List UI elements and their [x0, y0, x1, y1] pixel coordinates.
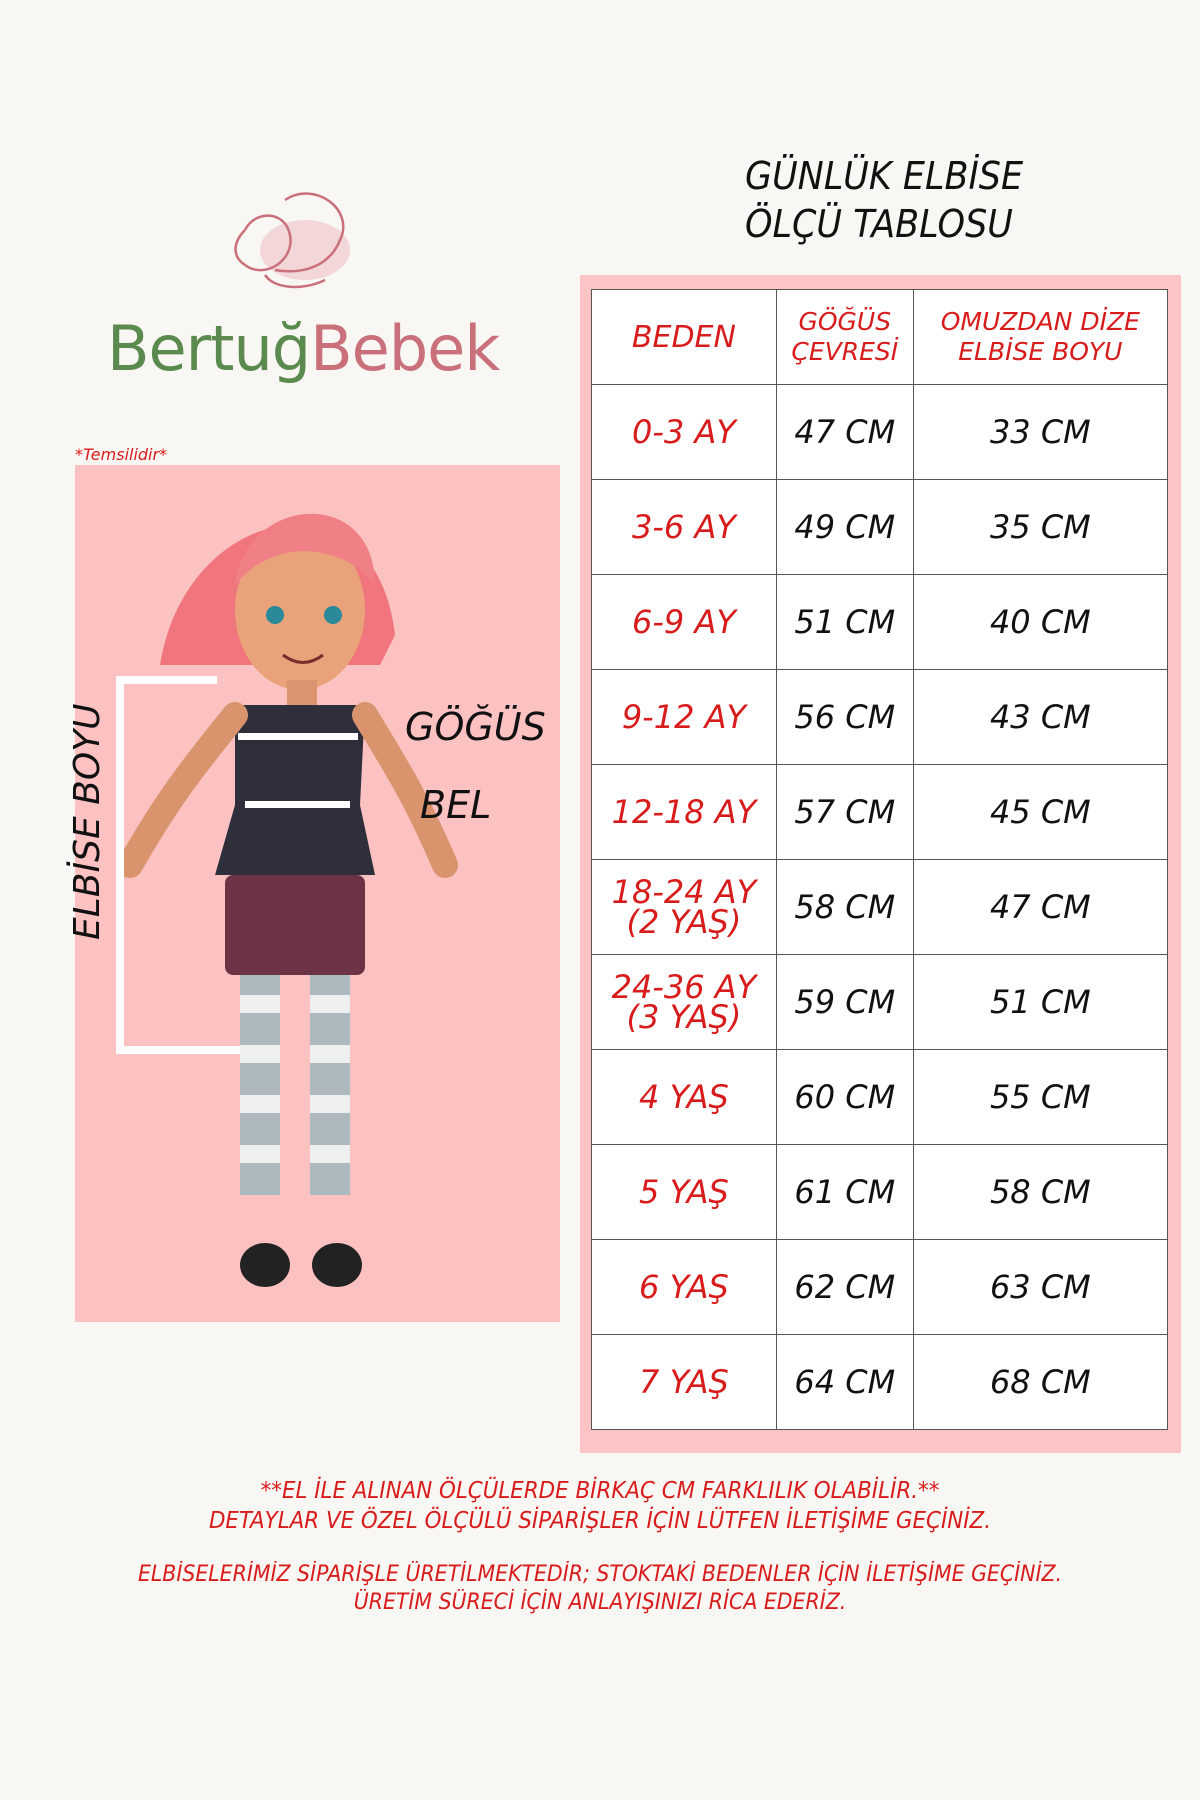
page-title: GÜNLÜK ELBİSE ÖLÇÜ TABLOSU [745, 152, 1023, 248]
chest-cell: 47 CM [775, 384, 914, 480]
brand-name-part2: Bebek [310, 312, 500, 385]
title-line1: GÜNLÜK ELBİSE [745, 154, 1024, 198]
size-age-text: (2 YAŞ) [626, 903, 742, 941]
table-row: 6-9 AY 51 CM 40 CM [591, 574, 1169, 670]
size-cell: 3-6 AY [591, 479, 777, 575]
size-text: 3-6 AY [632, 508, 736, 546]
table-row: 12-18 AY 57 CM 45 CM [591, 764, 1169, 860]
size-text: 18-24 AY [611, 873, 757, 911]
table-row: 4 YAŞ 60 CM 55 CM [591, 1049, 1169, 1145]
table-row: 18-24 AY (2 YAŞ) 58 CM 47 CM [591, 859, 1169, 955]
size-cell: 12-18 AY [591, 764, 777, 860]
chest-cell: 57 CM [775, 764, 914, 860]
girl-illustration [116, 513, 458, 1287]
illustration-caption: *Temsilidir* [75, 445, 168, 464]
waist-line [245, 801, 350, 808]
header-length-line2: ELBİSE BOYU [958, 337, 1123, 366]
length-cell: 68 CM [912, 1334, 1169, 1430]
length-cell: 51 CM [912, 954, 1169, 1050]
length-cell: 55 CM [912, 1049, 1169, 1145]
header-size: BEDEN [591, 289, 777, 385]
table-row: 6 YAŞ 62 CM 63 CM [591, 1239, 1169, 1335]
size-text: 6 YAŞ [639, 1268, 729, 1306]
table-row: 7 YAŞ 64 CM 68 CM [591, 1334, 1169, 1430]
header-chest-line2: ÇEVRESİ [791, 337, 899, 366]
size-text: 0-3 AY [632, 413, 736, 451]
header-chest: GÖĞÜS ÇEVRESİ [775, 289, 914, 385]
chest-cell: 60 CM [775, 1049, 914, 1145]
size-table: BEDEN GÖĞÜS ÇEVRESİ OMUZDAN DİZE ELBİSE BO… [591, 289, 1169, 1430]
header-chest-line1: GÖĞÜS [798, 307, 892, 336]
length-cell: 35 CM [912, 479, 1169, 575]
brand-name-part1: Bertuğ [107, 312, 311, 385]
note-4: ÜRETİM SÜRECİ İÇİN ANLAYIŞINIZI RİCA EDE… [353, 1590, 847, 1615]
note-2: DETAYLAR VE ÖZEL ÖLÇÜLÜ SİPARİŞLER İÇİN … [208, 1508, 992, 1534]
chest-cell: 61 CM [775, 1144, 914, 1240]
chest-cell: 62 CM [775, 1239, 914, 1335]
header-length: OMUZDAN DİZE ELBİSE BOYU [912, 289, 1169, 385]
header-length-line1: OMUZDAN DİZE [940, 307, 1140, 336]
chest-cell: 59 CM [775, 954, 914, 1050]
dress-length-label: ELBİSE BOYU [67, 703, 108, 940]
length-cell: 58 CM [912, 1144, 1169, 1240]
size-text: 5 YAŞ [639, 1173, 729, 1211]
size-age-text: (3 YAŞ) [626, 998, 742, 1036]
brand-logo-text: BertuğBebek [107, 312, 500, 385]
size-text: 24-36 AY [611, 968, 757, 1006]
size-cell: 4 YAŞ [591, 1049, 777, 1145]
size-cell: 7 YAŞ [591, 1334, 777, 1430]
table-row: 5 YAŞ 61 CM 58 CM [591, 1144, 1169, 1240]
size-text: 7 YAŞ [639, 1363, 729, 1401]
size-text: 4 YAŞ [639, 1078, 729, 1116]
size-cell: 6 YAŞ [591, 1239, 777, 1335]
size-cell: 18-24 AY (2 YAŞ) [591, 859, 777, 955]
size-cell: 0-3 AY [591, 384, 777, 480]
dress-length-bracket [116, 676, 240, 1054]
table-row: 0-3 AY 47 CM 33 CM [591, 384, 1169, 480]
length-cell: 45 CM [912, 764, 1169, 860]
length-cell: 40 CM [912, 574, 1169, 670]
size-cell: 5 YAŞ [591, 1144, 777, 1240]
size-cell: 6-9 AY [591, 574, 777, 670]
brand-logo-mother-baby-icon [234, 192, 350, 289]
size-text: 12-18 AY [611, 793, 757, 831]
chest-cell: 56 CM [775, 669, 914, 765]
size-text: 6-9 AY [632, 603, 736, 641]
note-1: **EL İLE ALINAN ÖLÇÜLERDE BİRKAÇ CM FARK… [260, 1478, 940, 1504]
chest-cell: 51 CM [775, 574, 914, 670]
chest-cell: 49 CM [775, 479, 914, 575]
size-cell: 9-12 AY [591, 669, 777, 765]
length-cell: 33 CM [912, 384, 1169, 480]
illustration-panel: ELBİSE BOYU GÖĞÜS BEL [67, 465, 560, 1322]
chest-line [238, 733, 358, 740]
chest-cell: 64 CM [775, 1334, 914, 1430]
table-row: 3-6 AY 49 CM 35 CM [591, 479, 1169, 575]
title-line2: ÖLÇÜ TABLOSU [745, 202, 1013, 246]
chest-label: GÖĞÜS [405, 705, 546, 749]
table-header-row: BEDEN GÖĞÜS ÇEVRESİ OMUZDAN DİZE ELBİSE BO… [591, 289, 1169, 385]
length-cell: 47 CM [912, 859, 1169, 955]
table-row: 9-12 AY 56 CM 43 CM [591, 669, 1169, 765]
size-text: 9-12 AY [621, 698, 747, 736]
chest-cell: 58 CM [775, 859, 914, 955]
size-cell: 24-36 AY (3 YAŞ) [591, 954, 777, 1050]
length-cell: 63 CM [912, 1239, 1169, 1335]
length-cell: 43 CM [912, 669, 1169, 765]
table-row: 24-36 AY (3 YAŞ) 59 CM 51 CM [591, 954, 1169, 1050]
waist-label: BEL [420, 783, 492, 827]
note-3: ELBİSELERİMİZ SİPARİŞLE ÜRETİLMEKTEDİR; … [137, 1562, 1063, 1587]
